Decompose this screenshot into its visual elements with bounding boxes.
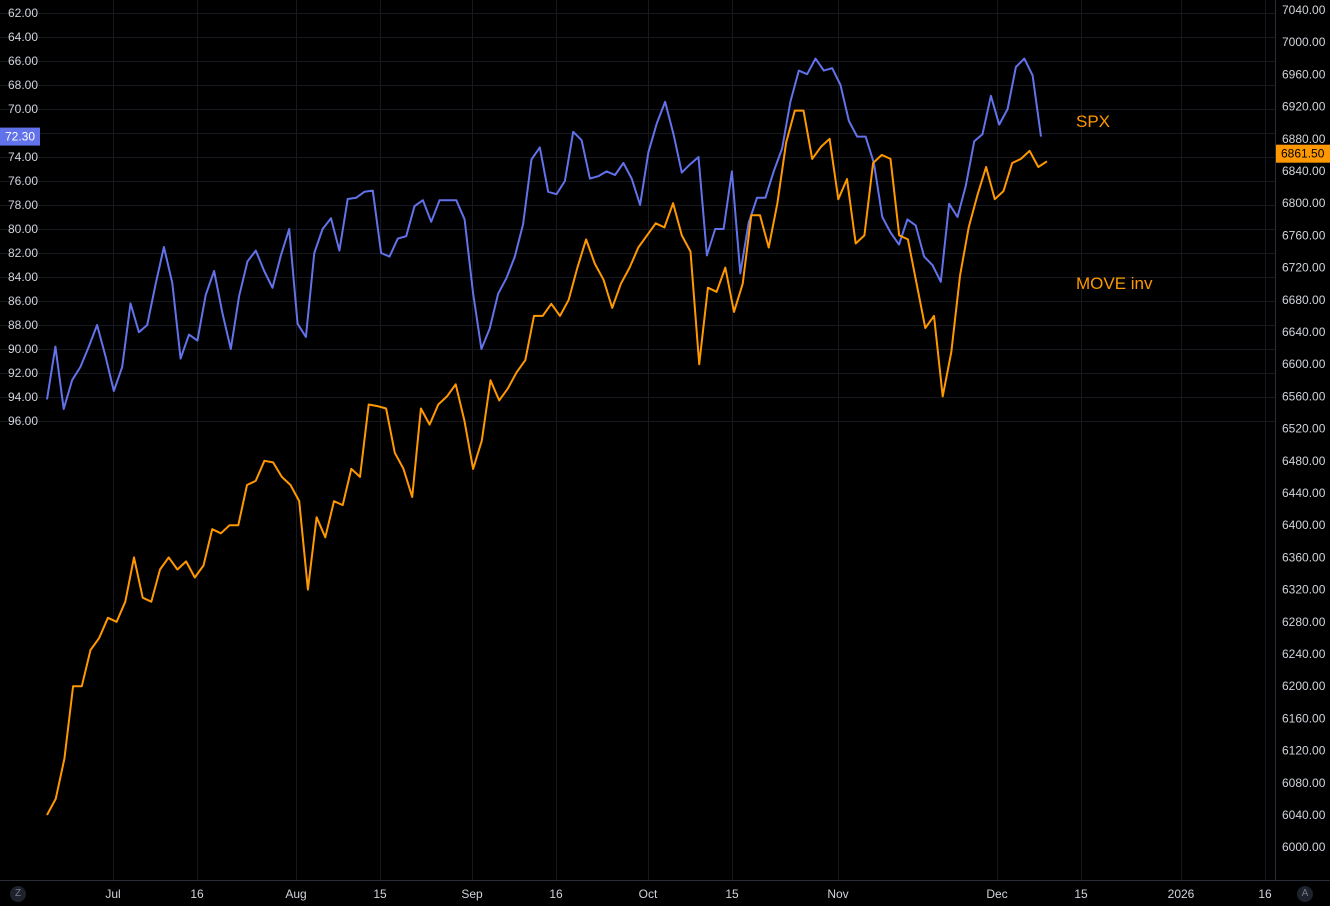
x-tick-label: 2026 bbox=[1168, 887, 1195, 901]
x-tick-label: 16 bbox=[549, 887, 563, 901]
right-tick-label: 6480.00 bbox=[1282, 454, 1326, 468]
right-tick-label: 6280.00 bbox=[1282, 615, 1326, 629]
x-tick-label: Aug bbox=[285, 887, 306, 901]
move-last-value-label: 72.30 bbox=[5, 130, 35, 144]
plot-area[interactable] bbox=[46, 57, 1048, 816]
left-tick-label: 66.00 bbox=[8, 54, 38, 68]
left-tick-label: 88.00 bbox=[8, 318, 38, 332]
right-tick-label: 6880.00 bbox=[1282, 132, 1326, 146]
right-tick-label: 6600.00 bbox=[1282, 357, 1326, 371]
right-tick-label: 6160.00 bbox=[1282, 711, 1326, 725]
left-tick-label: 84.00 bbox=[8, 270, 38, 284]
spx-label: SPX bbox=[1076, 112, 1110, 131]
x-tick-label: Dec bbox=[986, 887, 1007, 901]
left-tick-label: 64.00 bbox=[8, 30, 38, 44]
spx-last-value-label: 6861.50 bbox=[1281, 147, 1325, 161]
move-last-value-marker bbox=[0, 127, 40, 146]
left-tick-label: 76.00 bbox=[8, 174, 38, 188]
left-tick-label: 96.00 bbox=[8, 414, 38, 428]
left-axis: 62.0064.0066.0068.0070.0072.0074.0076.00… bbox=[8, 6, 38, 428]
right-tick-label: 6680.00 bbox=[1282, 293, 1326, 307]
right-tick-label: 6240.00 bbox=[1282, 647, 1326, 661]
move-inv-label: MOVE inv bbox=[1076, 274, 1153, 293]
right-axis: 7040.00 7000.00 6960.00 6920.00 6880.00 6840.… bbox=[1282, 3, 1326, 854]
left-tick-label: 70.00 bbox=[8, 102, 38, 116]
time-axis[interactable]: Jul 16 Aug 15 Sep 16 Oct 15 Nov Dec 15 2026 16 bbox=[105, 887, 1272, 901]
x-tick-label: 15 bbox=[373, 887, 387, 901]
x-tick-label: Jul bbox=[105, 887, 120, 901]
right-tick-label: 6760.00 bbox=[1282, 228, 1326, 242]
x-tick-label: 15 bbox=[725, 887, 739, 901]
right-tick-label: 7040.00 bbox=[1282, 3, 1326, 17]
last-value-markers: 72.30 6861.50 bbox=[0, 127, 1330, 163]
right-tick-label: 6400.00 bbox=[1282, 518, 1326, 532]
right-tick-label: 6560.00 bbox=[1282, 389, 1326, 403]
left-tick-label: 62.00 bbox=[8, 6, 38, 20]
right-tick-label: 6800.00 bbox=[1282, 196, 1326, 210]
x-tick-label: 16 bbox=[190, 887, 204, 901]
move-inv-line[interactable] bbox=[46, 57, 1042, 410]
right-tick-label: 6080.00 bbox=[1282, 776, 1326, 790]
left-tick-label: 74.00 bbox=[8, 150, 38, 164]
right-tick-label: 6200.00 bbox=[1282, 679, 1326, 693]
left-tick-label: 92.00 bbox=[8, 366, 38, 380]
left-tick-label: 68.00 bbox=[8, 78, 38, 92]
right-tick-label: 7000.00 bbox=[1282, 35, 1326, 49]
right-tick-label: 6360.00 bbox=[1282, 550, 1326, 564]
right-tick-label: 6840.00 bbox=[1282, 164, 1326, 178]
spx-last-value-marker bbox=[1276, 144, 1330, 163]
left-tick-label: 80.00 bbox=[8, 222, 38, 236]
right-tick-label: 6640.00 bbox=[1282, 325, 1326, 339]
auto-scale-button[interactable]: A bbox=[1297, 886, 1313, 902]
left-tick-label: 86.00 bbox=[8, 294, 38, 308]
left-tick-label: 82.00 bbox=[8, 246, 38, 260]
left-tick-label: 78.00 bbox=[8, 198, 38, 212]
right-tick-label: 6960.00 bbox=[1282, 67, 1326, 81]
right-tick-label: 6920.00 bbox=[1282, 100, 1326, 114]
right-tick-label: 6120.00 bbox=[1282, 744, 1326, 758]
right-tick-label: 6440.00 bbox=[1282, 486, 1326, 500]
right-tick-label: 6040.00 bbox=[1282, 808, 1326, 822]
x-tick-label: Oct bbox=[639, 887, 658, 901]
left-tick-label: 94.00 bbox=[8, 390, 38, 404]
timezone-button[interactable]: Z bbox=[10, 886, 26, 902]
left-tick-label: 90.00 bbox=[8, 342, 38, 356]
right-tick-label: 6320.00 bbox=[1282, 583, 1326, 597]
x-tick-label: 16 bbox=[1258, 887, 1272, 901]
right-tick-label: 6720.00 bbox=[1282, 261, 1326, 275]
spx-line[interactable] bbox=[46, 109, 1048, 816]
x-tick-label: 15 bbox=[1074, 887, 1088, 901]
x-tick-label: Sep bbox=[461, 887, 483, 901]
x-tick-label: Nov bbox=[827, 887, 848, 901]
right-tick-label: 6000.00 bbox=[1282, 840, 1326, 854]
right-tick-label: 6520.00 bbox=[1282, 422, 1326, 436]
